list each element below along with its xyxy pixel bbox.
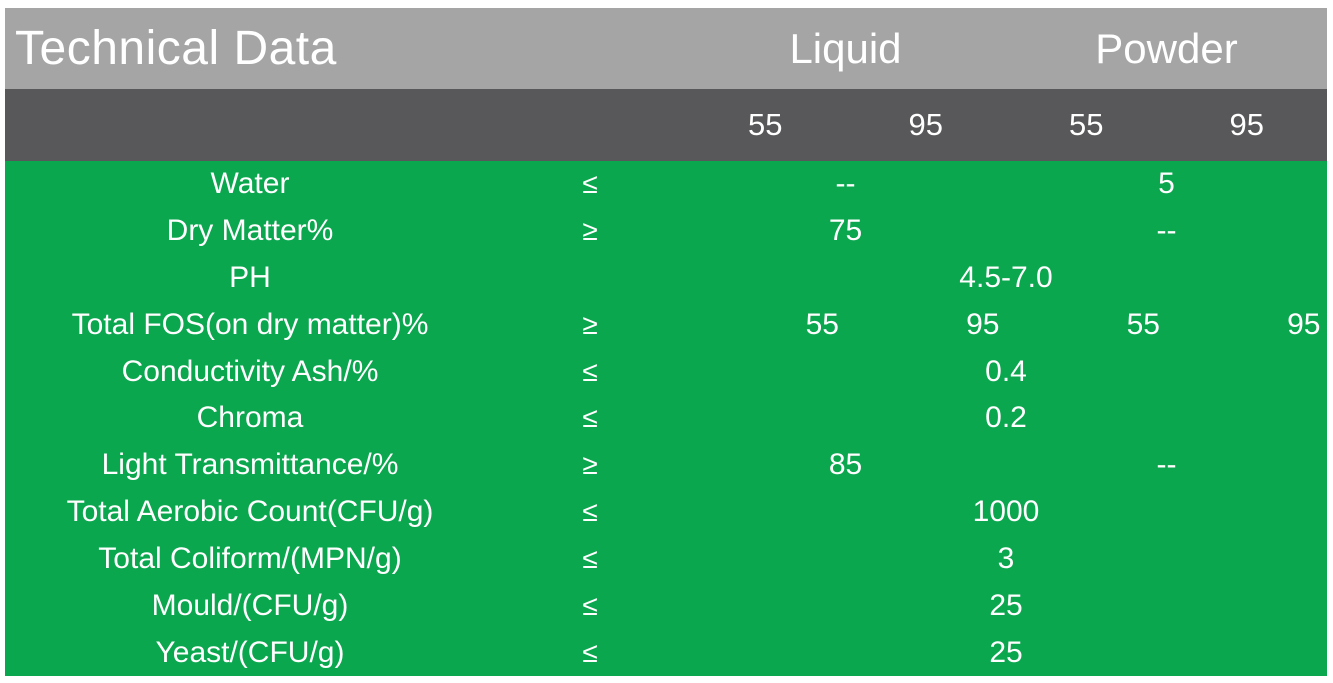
row-value: --	[1156, 448, 1177, 482]
table-row: Light Transmittance/% ≥85 --	[5, 442, 1327, 489]
row-values: 25	[685, 582, 1327, 629]
row-values: 25	[685, 629, 1327, 676]
table-header: Technical Data Liquid Powder	[5, 8, 1327, 89]
greater-equal-symbol: ≥	[582, 308, 598, 340]
row-label: Dry Matter%	[166, 214, 334, 248]
table-row: Mould/(CFU/g) ≤25	[5, 582, 1327, 629]
row-label: Water	[210, 167, 290, 201]
column-groups: Liquid Powder	[685, 8, 1327, 89]
row-label: Total FOS(on dry matter)%	[71, 307, 429, 341]
table-row: Total Aerobic Count(CFU/g) ≤1000	[5, 489, 1327, 536]
table-row: Dry Matter% ≥75 --	[5, 208, 1327, 255]
column-group-liquid: Liquid	[789, 24, 902, 72]
row-value: 3	[997, 541, 1015, 575]
table-row: Total FOS(on dry matter)% ≥55 95 55 95	[5, 301, 1327, 348]
table-row: PH 4.5-7.0	[5, 255, 1327, 302]
row-label: PH	[229, 261, 271, 295]
less-equal-symbol: ≤	[582, 355, 598, 387]
row-value: 25	[989, 635, 1023, 669]
row-value: 0.4	[985, 354, 1027, 388]
row-label: Chroma	[196, 401, 304, 435]
less-equal-symbol: ≤	[582, 542, 598, 574]
row-label: Conductivity Ash/%	[121, 354, 379, 388]
row-value: 4.5-7.0	[959, 261, 1053, 295]
row-label: Light Transmittance/%	[101, 448, 399, 482]
subheader-spacer	[5, 89, 685, 161]
row-value: 75	[828, 214, 863, 248]
subcolumn-liquid-95: 95	[908, 107, 943, 142]
row-value: 25	[989, 588, 1023, 622]
subcolumn-powder-95: 95	[1229, 107, 1264, 142]
table-row: Conductivity Ash/% ≤0.4	[5, 348, 1327, 395]
row-values: 4.5-7.0	[685, 255, 1327, 302]
row-label: Total Aerobic Count(CFU/g)	[66, 495, 434, 529]
row-value: 95	[966, 307, 1000, 341]
less-equal-symbol: ≤	[582, 636, 598, 668]
page-title: Technical Data	[15, 22, 337, 75]
row-values: 1000	[685, 489, 1327, 536]
less-equal-symbol: ≤	[582, 168, 598, 200]
row-values: 0.2	[685, 395, 1327, 442]
row-value: 0.2	[985, 401, 1027, 435]
less-equal-symbol: ≤	[582, 589, 598, 621]
less-equal-symbol: ≤	[582, 402, 598, 434]
row-value: --	[1156, 214, 1177, 248]
row-label: Total Coliform/(MPN/g)	[98, 541, 402, 575]
table-row: Yeast/(CFU/g) ≤25	[5, 629, 1327, 676]
row-value: 85	[828, 448, 863, 482]
table-subheader: 55 95 55 95	[5, 89, 1327, 161]
table-row: Total Coliform/(MPN/g) ≤3	[5, 536, 1327, 583]
greater-equal-symbol: ≥	[582, 449, 598, 481]
subcolumn-powder-55: 55	[1069, 107, 1104, 142]
row-value: 95	[1287, 307, 1321, 341]
row-values: 85 --	[685, 442, 1327, 489]
row-values: 0.4	[685, 348, 1327, 395]
row-label: Mould/(CFU/g)	[151, 588, 349, 622]
table-body: Water ≤ -- 5 Dry Matter% ≥75 -- PH 4.5-7.0 Total …	[5, 161, 1327, 676]
title-area: Technical Data	[5, 8, 685, 89]
row-value: --	[835, 167, 856, 201]
row-values: 55 95 55 95	[685, 301, 1327, 348]
table-row: Chroma ≤0.2	[5, 395, 1327, 442]
row-values: 75 --	[685, 208, 1327, 255]
column-group-powder: Powder	[1095, 24, 1238, 72]
row-values: 3	[685, 536, 1327, 583]
less-equal-symbol: ≤	[582, 496, 598, 528]
row-label: Yeast/(CFU/g)	[155, 635, 345, 669]
table-row: Water ≤ -- 5	[5, 161, 1327, 208]
row-values: -- 5	[685, 161, 1327, 208]
subcolumn-headers: 55 95 55 95	[685, 89, 1327, 161]
row-value: 1000	[972, 495, 1040, 529]
greater-equal-symbol: ≥	[582, 215, 598, 247]
row-value: 55	[1126, 307, 1160, 341]
row-value: 5	[1158, 167, 1175, 201]
table-panel: Technical Data Liquid Powder 55 95 55 95…	[5, 8, 1327, 676]
row-value: 55	[805, 307, 839, 341]
subcolumn-liquid-55: 55	[748, 107, 783, 142]
